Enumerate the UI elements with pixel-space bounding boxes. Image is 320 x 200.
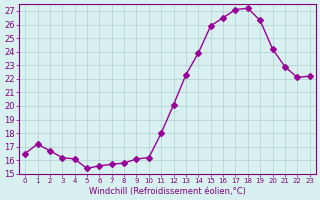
X-axis label: Windchill (Refroidissement éolien,°C): Windchill (Refroidissement éolien,°C) <box>89 187 246 196</box>
